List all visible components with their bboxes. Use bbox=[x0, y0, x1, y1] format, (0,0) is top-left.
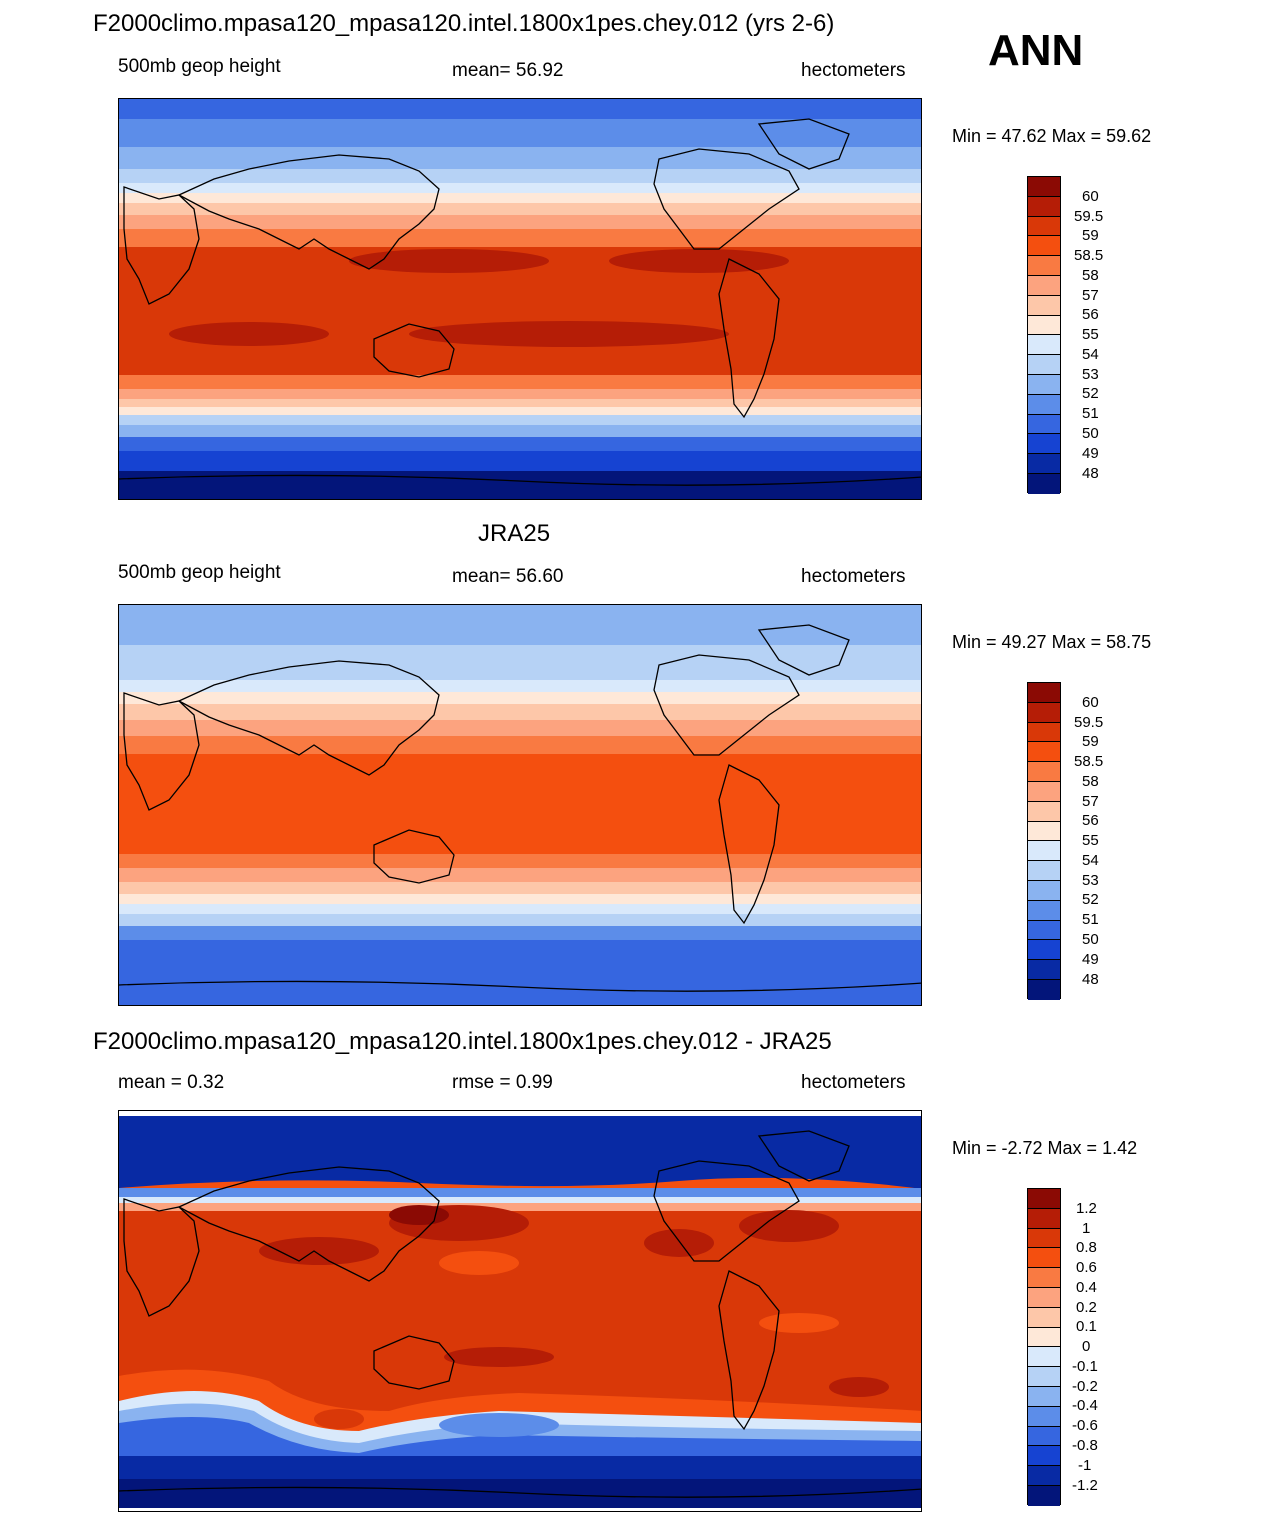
panel3-cbar-label: 0.6 bbox=[1076, 1260, 1097, 1275]
panel1-cbar-label: 56 bbox=[1082, 307, 1099, 322]
panel2-cbar-label: 58 bbox=[1082, 774, 1099, 789]
panel3-cbar-label: 0.1 bbox=[1076, 1319, 1097, 1334]
panel3-cbar-label: 0.2 bbox=[1076, 1300, 1097, 1315]
panel3-cbar-label: -1.2 bbox=[1072, 1478, 1098, 1493]
panel3-map bbox=[118, 1110, 922, 1512]
panel2-cbar-label: 52 bbox=[1082, 892, 1099, 907]
panel2-cbar-label: 56 bbox=[1082, 813, 1099, 828]
panel2-cbar-label: 48 bbox=[1082, 972, 1099, 987]
panel3-rmse: rmse = 0.99 bbox=[452, 1072, 553, 1094]
panel3-cbar-label: -0.4 bbox=[1072, 1398, 1098, 1413]
panel1-cbar-label: 50 bbox=[1082, 426, 1099, 441]
panel2-units: hectometers bbox=[801, 566, 906, 588]
panel1-cbar-label: 58.5 bbox=[1074, 248, 1103, 263]
panel2-cbar-label: 57 bbox=[1082, 794, 1099, 809]
panel2-cbar-label: 55 bbox=[1082, 833, 1099, 848]
panel1-units: hectometers bbox=[801, 60, 906, 82]
panel1-colorbar bbox=[1027, 176, 1061, 493]
panel3-cbar-label: 0 bbox=[1082, 1339, 1090, 1354]
panel3-cbar-label: -0.2 bbox=[1072, 1379, 1098, 1394]
panel2-cbar-label: 59 bbox=[1082, 734, 1099, 749]
panel2-cbar-label: 58.5 bbox=[1074, 754, 1103, 769]
panel2-cbar-label: 50 bbox=[1082, 932, 1099, 947]
panel2-cbar-label: 51 bbox=[1082, 912, 1099, 927]
panel2-map bbox=[118, 604, 922, 1006]
panel2-cbar-label: 60 bbox=[1082, 695, 1099, 710]
panel1-variable: 500mb geop height bbox=[118, 56, 281, 78]
panel3-cbar-label: -0.1 bbox=[1072, 1359, 1098, 1374]
panel1-cbar-label: 58 bbox=[1082, 268, 1099, 283]
panel3-cbar-label: -1 bbox=[1078, 1458, 1091, 1473]
panel3-minmax: Min = -2.72 Max = 1.42 bbox=[952, 1138, 1137, 1159]
panel1-cbar-label: 57 bbox=[1082, 288, 1099, 303]
panel3-cbar-label: -0.8 bbox=[1072, 1438, 1098, 1453]
panel1-cbar-label: 52 bbox=[1082, 386, 1099, 401]
panel1-cbar-label: 48 bbox=[1082, 466, 1099, 481]
panel3-mean: mean = 0.32 bbox=[118, 1072, 224, 1094]
panel3-cbar-label: 0.8 bbox=[1076, 1240, 1097, 1255]
panel3-cbar-label: 1.2 bbox=[1076, 1201, 1097, 1216]
panel1-minmax: Min = 47.62 Max = 59.62 bbox=[952, 126, 1151, 147]
panel1-map bbox=[118, 98, 922, 500]
panel1-cbar-label: 51 bbox=[1082, 406, 1099, 421]
panel2-variable: 500mb geop height bbox=[118, 562, 281, 584]
panel1-cbar-label: 49 bbox=[1082, 446, 1099, 461]
panel3-cbar-label: 1 bbox=[1082, 1221, 1090, 1236]
panel1-title: F2000climo.mpasa120_mpasa120.intel.1800x… bbox=[93, 10, 834, 38]
panel2-cbar-label: 59.5 bbox=[1074, 715, 1103, 730]
panel1-cbar-label: 59 bbox=[1082, 228, 1099, 243]
panel3-cbar-label: 0.4 bbox=[1076, 1280, 1097, 1295]
panel1-cbar-label: 55 bbox=[1082, 327, 1099, 342]
panel2-mean: mean= 56.60 bbox=[452, 566, 563, 588]
panel3-title: F2000climo.mpasa120_mpasa120.intel.1800x… bbox=[93, 1028, 832, 1056]
panel2-cbar-label: 49 bbox=[1082, 952, 1099, 967]
panel3-units: hectometers bbox=[801, 1072, 906, 1094]
panel2-cbar-label: 53 bbox=[1082, 873, 1099, 888]
panel2-title: JRA25 bbox=[478, 520, 550, 548]
panel1-cbar-label: 59.5 bbox=[1074, 209, 1103, 224]
panel2-colorbar bbox=[1027, 682, 1061, 999]
panel1-mean: mean= 56.92 bbox=[452, 60, 563, 82]
panel1-cbar-label: 54 bbox=[1082, 347, 1099, 362]
panel2-minmax: Min = 49.27 Max = 58.75 bbox=[952, 632, 1151, 653]
panel1-cbar-label: 60 bbox=[1082, 189, 1099, 204]
panel1-cbar-label: 53 bbox=[1082, 367, 1099, 382]
panel2-cbar-label: 54 bbox=[1082, 853, 1099, 868]
panel3-cbar-label: -0.6 bbox=[1072, 1418, 1098, 1433]
season-label: ANN bbox=[988, 26, 1083, 76]
panel3-colorbar bbox=[1027, 1188, 1061, 1505]
